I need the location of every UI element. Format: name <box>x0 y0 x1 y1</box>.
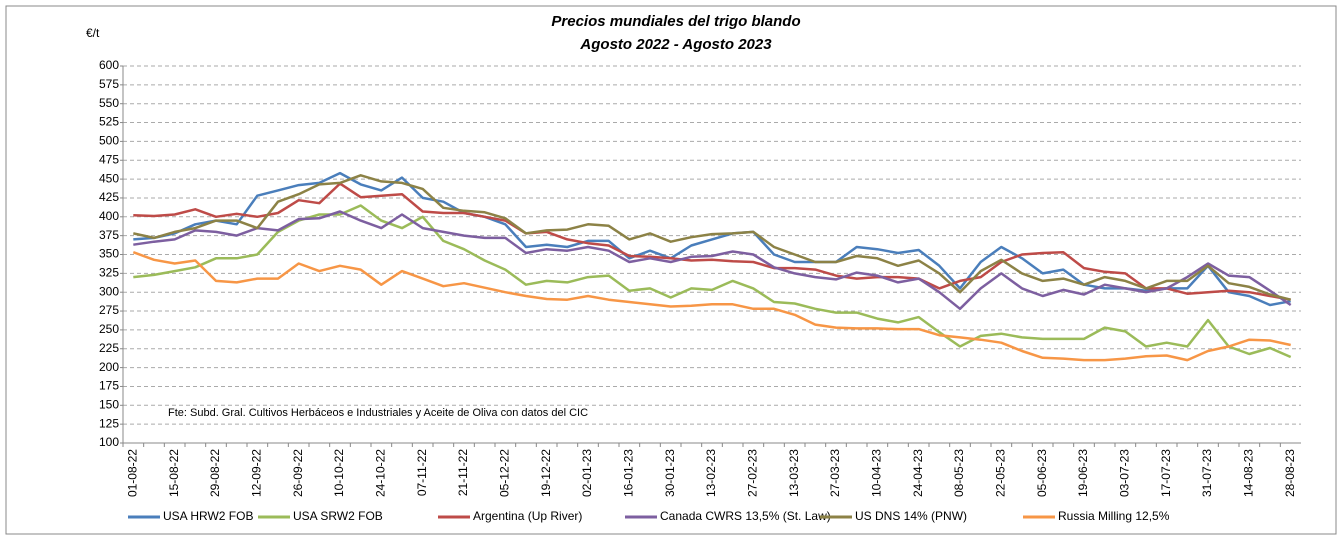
x-tick-label: 31-07-23 <box>1200 449 1214 497</box>
legend-label: Canada CWRS 13,5% (St. Law) <box>660 509 831 523</box>
y-tick-label: 125 <box>99 416 119 430</box>
y-tick-label: 300 <box>99 284 119 298</box>
y-tick-label: 475 <box>99 152 119 166</box>
x-tick-label: 24-10-22 <box>374 449 388 497</box>
legend-label: Argentina (Up River) <box>473 509 582 523</box>
x-tick-label: 13-02-23 <box>704 449 718 497</box>
y-tick-label: 175 <box>99 379 119 393</box>
chart-title: Precios mundiales del trigo blando <box>551 13 800 30</box>
x-tick-label: 12-09-22 <box>250 449 264 497</box>
x-tick-label: 15-08-22 <box>167 449 181 497</box>
series-line <box>133 174 1292 301</box>
y-tick-label: 375 <box>99 228 119 242</box>
y-tick-label: 450 <box>99 171 119 185</box>
chart-subtitle: Agosto 2022 - Agosto 2023 <box>579 36 772 53</box>
x-tick-label: 19-06-23 <box>1076 449 1090 497</box>
y-tick-label: 225 <box>99 341 119 355</box>
y-tick-label: 275 <box>99 303 119 317</box>
y-tick-label: 575 <box>99 77 119 91</box>
annotation: Fte: Subd. Gral. Cultivos Herbáceos e In… <box>168 407 588 419</box>
x-tick-label: 21-11-22 <box>456 449 470 496</box>
x-tick-label: 16-01-23 <box>622 449 636 497</box>
y-tick-label: 325 <box>99 266 119 280</box>
y-axis-label: €/t <box>86 26 100 40</box>
y-tick-label: 500 <box>99 134 119 148</box>
x-tick-label: 17-07-23 <box>1159 449 1173 497</box>
x-tick-label: 07-11-22 <box>415 449 429 496</box>
x-tick-label: 24-04-23 <box>911 449 925 497</box>
x-tick-label: 13-03-23 <box>787 449 801 497</box>
x-tick-label: 03-07-23 <box>1118 449 1132 497</box>
x-tick-label: 08-05-23 <box>952 449 966 497</box>
x-tick-label: 30-01-23 <box>663 449 677 497</box>
y-tick-label: 200 <box>99 360 119 374</box>
x-tick-label: 19-12-22 <box>539 449 553 497</box>
legend-label: USA HRW2 FOB <box>163 509 253 523</box>
series-line <box>132 251 1291 362</box>
y-tick-label: 425 <box>99 190 119 204</box>
x-tick-label: 02-01-23 <box>580 449 594 497</box>
y-tick-label: 250 <box>99 322 119 336</box>
y-tick-label: 400 <box>99 209 119 223</box>
y-tick-label: 550 <box>99 96 119 110</box>
x-tick-label: 14-08-23 <box>1242 449 1256 497</box>
y-tick-label: 525 <box>99 115 119 129</box>
x-tick-label: 27-03-23 <box>828 449 842 497</box>
series-line <box>133 210 1292 311</box>
series-line <box>133 182 1291 301</box>
x-tick-label: 05-06-23 <box>1035 449 1049 497</box>
legend-label: Russia Milling 12,5% <box>1058 509 1170 523</box>
x-tick-label: 05-12-22 <box>498 449 512 497</box>
x-tick-label: 28-08-23 <box>1283 449 1297 497</box>
y-tick-label: 350 <box>99 247 119 261</box>
legend-label: US DNS 14% (PNW) <box>855 509 967 523</box>
y-tick-label: 100 <box>99 435 119 449</box>
legend-label: USA SRW2 FOB <box>293 509 383 523</box>
y-tick-label: 150 <box>99 397 119 411</box>
series-line <box>133 204 1292 359</box>
x-tick-label: 22-05-23 <box>994 449 1008 497</box>
x-tick-label: 26-09-22 <box>291 449 305 497</box>
y-tick-label: 600 <box>99 58 119 72</box>
chart-border <box>5 5 1337 535</box>
x-tick-label: 27-02-23 <box>746 449 760 497</box>
x-tick-label: 10-10-22 <box>332 449 346 497</box>
x-tick-label: 10-04-23 <box>870 449 884 497</box>
x-tick-label: 01-08-22 <box>126 449 140 497</box>
x-tick-label: 29-08-22 <box>208 449 222 497</box>
